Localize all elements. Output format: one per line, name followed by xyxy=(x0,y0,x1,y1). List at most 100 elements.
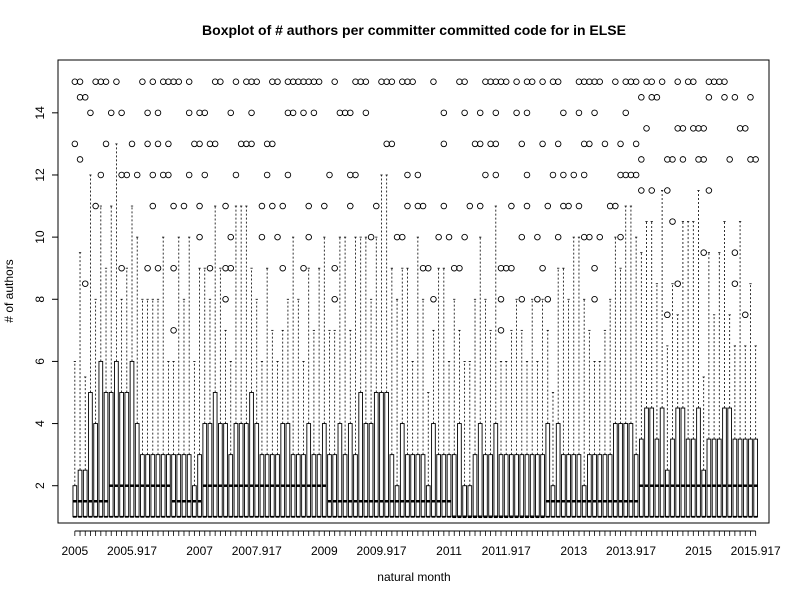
outlier-point xyxy=(565,202,572,210)
box-month xyxy=(748,283,753,518)
outlier-point xyxy=(632,140,640,148)
outlier-point xyxy=(253,78,260,86)
outlier-point xyxy=(321,202,328,210)
box-month xyxy=(82,376,88,518)
outlier-point xyxy=(705,187,713,194)
box xyxy=(446,454,452,518)
box xyxy=(363,423,369,518)
outlier-point xyxy=(513,109,520,117)
outlier-point xyxy=(539,78,546,86)
box-month xyxy=(316,267,322,518)
box xyxy=(467,485,473,518)
outlier-point xyxy=(206,264,214,272)
outlier-point xyxy=(721,94,728,101)
outlier-point xyxy=(461,78,468,86)
outlier-point xyxy=(263,171,271,179)
x-axis: 2005 2005.917 2007 2007.917 2009 2009.917 2011… xyxy=(61,530,781,558)
outlier-point xyxy=(580,171,588,179)
box-month xyxy=(160,236,166,518)
outlier-point xyxy=(669,218,676,225)
box-month xyxy=(140,298,145,518)
box-month xyxy=(659,190,665,518)
outlier-point xyxy=(690,78,697,86)
box-month xyxy=(233,205,239,518)
box xyxy=(88,392,93,518)
y-tick-label: 12 xyxy=(33,168,47,182)
box-month xyxy=(488,329,493,519)
box xyxy=(524,454,530,518)
box xyxy=(358,392,364,518)
box-month xyxy=(509,329,514,519)
outlier-point xyxy=(664,311,671,319)
box-month xyxy=(77,252,83,518)
outlier-point xyxy=(622,109,629,117)
outlier-point xyxy=(201,109,209,117)
box-month xyxy=(613,236,618,518)
outlier-point xyxy=(310,109,318,117)
box xyxy=(654,438,660,518)
outlier-point xyxy=(118,264,125,272)
outlier-point xyxy=(586,140,593,148)
outlier-point xyxy=(700,249,707,256)
box xyxy=(451,454,457,518)
outlier-point xyxy=(133,171,141,179)
outlier-point xyxy=(461,109,468,117)
box xyxy=(327,454,332,518)
box-month xyxy=(280,329,286,518)
box-month xyxy=(275,361,280,518)
box-month xyxy=(587,329,592,518)
box-month xyxy=(254,298,260,518)
box-month xyxy=(477,236,483,519)
box-month xyxy=(550,392,556,518)
outlier-point xyxy=(367,233,375,241)
box-month xyxy=(727,314,733,518)
box-month xyxy=(654,283,660,518)
box-month xyxy=(618,267,623,518)
box-month xyxy=(680,221,686,518)
box xyxy=(457,423,462,518)
box-month xyxy=(675,314,681,518)
x-tick-label: 2015 xyxy=(685,544,712,558)
outlier-point xyxy=(227,109,235,117)
box xyxy=(134,423,140,518)
box-month xyxy=(72,361,78,518)
outlier-point xyxy=(705,94,713,101)
box-month xyxy=(420,298,426,518)
box-month xyxy=(519,329,525,519)
y-tick-label: 2 xyxy=(33,482,47,489)
outlier-point xyxy=(601,140,609,148)
outlier-point xyxy=(424,264,432,272)
box-month xyxy=(145,298,150,518)
box xyxy=(108,392,114,518)
outlier-point xyxy=(409,78,416,86)
box xyxy=(119,392,124,518)
outlier-point xyxy=(222,296,229,303)
box xyxy=(223,423,228,518)
outlier-point xyxy=(570,171,578,179)
box xyxy=(555,423,561,518)
box-month xyxy=(732,345,738,518)
box xyxy=(353,454,358,518)
box-month xyxy=(389,267,395,518)
box-month xyxy=(431,329,436,518)
box-month xyxy=(722,221,727,518)
x-axis-label: natural month xyxy=(377,570,450,584)
box xyxy=(124,392,130,518)
box-month xyxy=(467,361,473,519)
box xyxy=(181,454,187,518)
box-month xyxy=(649,221,655,518)
box-month xyxy=(690,221,696,518)
outlier-point xyxy=(669,156,676,163)
outlier-point xyxy=(144,140,151,148)
box xyxy=(218,423,223,518)
outlier-point xyxy=(508,202,515,210)
box xyxy=(535,454,540,518)
box-month xyxy=(555,267,561,518)
box-month xyxy=(566,298,571,518)
outlier-point xyxy=(549,171,557,179)
outlier-point xyxy=(165,140,172,148)
box xyxy=(233,423,239,518)
box xyxy=(244,423,249,518)
box-month xyxy=(410,361,415,518)
outlier-point xyxy=(476,202,484,210)
